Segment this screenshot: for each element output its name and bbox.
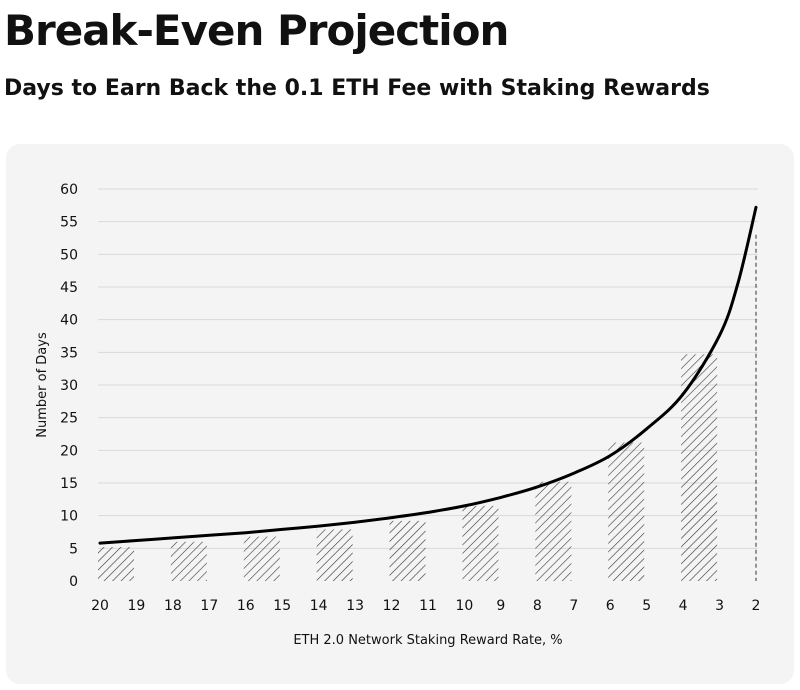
y-tick-label: 55	[60, 215, 78, 231]
page-subtitle: Days to Earn Back the 0.1 ETH Fee with S…	[4, 76, 710, 101]
bar	[462, 505, 499, 581]
bar	[681, 354, 718, 581]
y-axis-title: Number of Days	[35, 332, 50, 438]
y-tick-label: 60	[60, 182, 78, 198]
x-tick-label: 17	[200, 598, 218, 614]
x-tick-label: 7	[569, 598, 578, 614]
bar	[98, 547, 134, 581]
x-tick-label: 5	[642, 598, 651, 614]
x-tick-label: 3	[715, 598, 724, 614]
y-tick-label: 30	[60, 378, 78, 394]
x-tick-label: 10	[456, 598, 474, 614]
x-tick-label: 20	[91, 598, 109, 614]
x-tick-label: 15	[273, 598, 291, 614]
x-tick-label: 16	[237, 598, 255, 614]
y-tick-label: 40	[60, 313, 78, 329]
y-tick-label: 20	[60, 443, 78, 459]
y-tick-label: 0	[69, 574, 78, 590]
x-tick-labels: 20 19 18 17 16 15 14 13 12 11 10 9 8 7 6 5 4 3 2	[91, 598, 760, 614]
y-tick-labels: 0 5 10 15 20 25 30 35 40 45 50 55 60	[60, 182, 78, 590]
bars	[98, 234, 757, 581]
y-tick-label: 5	[69, 541, 78, 557]
bar	[535, 481, 572, 581]
x-tick-label: 18	[164, 598, 182, 614]
x-tick-label: 14	[310, 598, 328, 614]
x-tick-label: 19	[128, 598, 146, 614]
y-tick-label: 35	[60, 345, 78, 361]
bar	[316, 529, 353, 581]
break-even-curve	[98, 205, 758, 545]
bar	[389, 520, 426, 581]
bar	[608, 442, 645, 581]
y-tick-label: 45	[60, 280, 78, 296]
curve-group	[98, 205, 758, 545]
bar	[170, 541, 207, 581]
x-tick-label: 2	[752, 598, 761, 614]
chart-card: 0 5 10 15 20 25 30 35 40 45 50 55 60 20 19 18 17 16 15 14 1…	[6, 144, 794, 684]
y-tick-label: 50	[60, 247, 78, 263]
x-tick-label: 9	[496, 598, 505, 614]
grid-lines	[98, 188, 758, 549]
x-tick-label: 6	[606, 598, 615, 614]
x-tick-label: 13	[346, 598, 364, 614]
x-tick-label: 11	[419, 598, 437, 614]
bar	[243, 536, 280, 581]
x-axis-title: ETH 2.0 Network Staking Reward Rate, %	[293, 633, 562, 648]
x-tick-label: 8	[533, 598, 542, 614]
x-tick-label: 12	[383, 598, 401, 614]
x-tick-label: 4	[679, 598, 688, 614]
y-tick-label: 15	[60, 476, 78, 492]
y-tick-label: 10	[60, 509, 78, 525]
page-title: Break-Even Projection	[4, 6, 509, 55]
y-tick-label: 25	[60, 411, 78, 427]
